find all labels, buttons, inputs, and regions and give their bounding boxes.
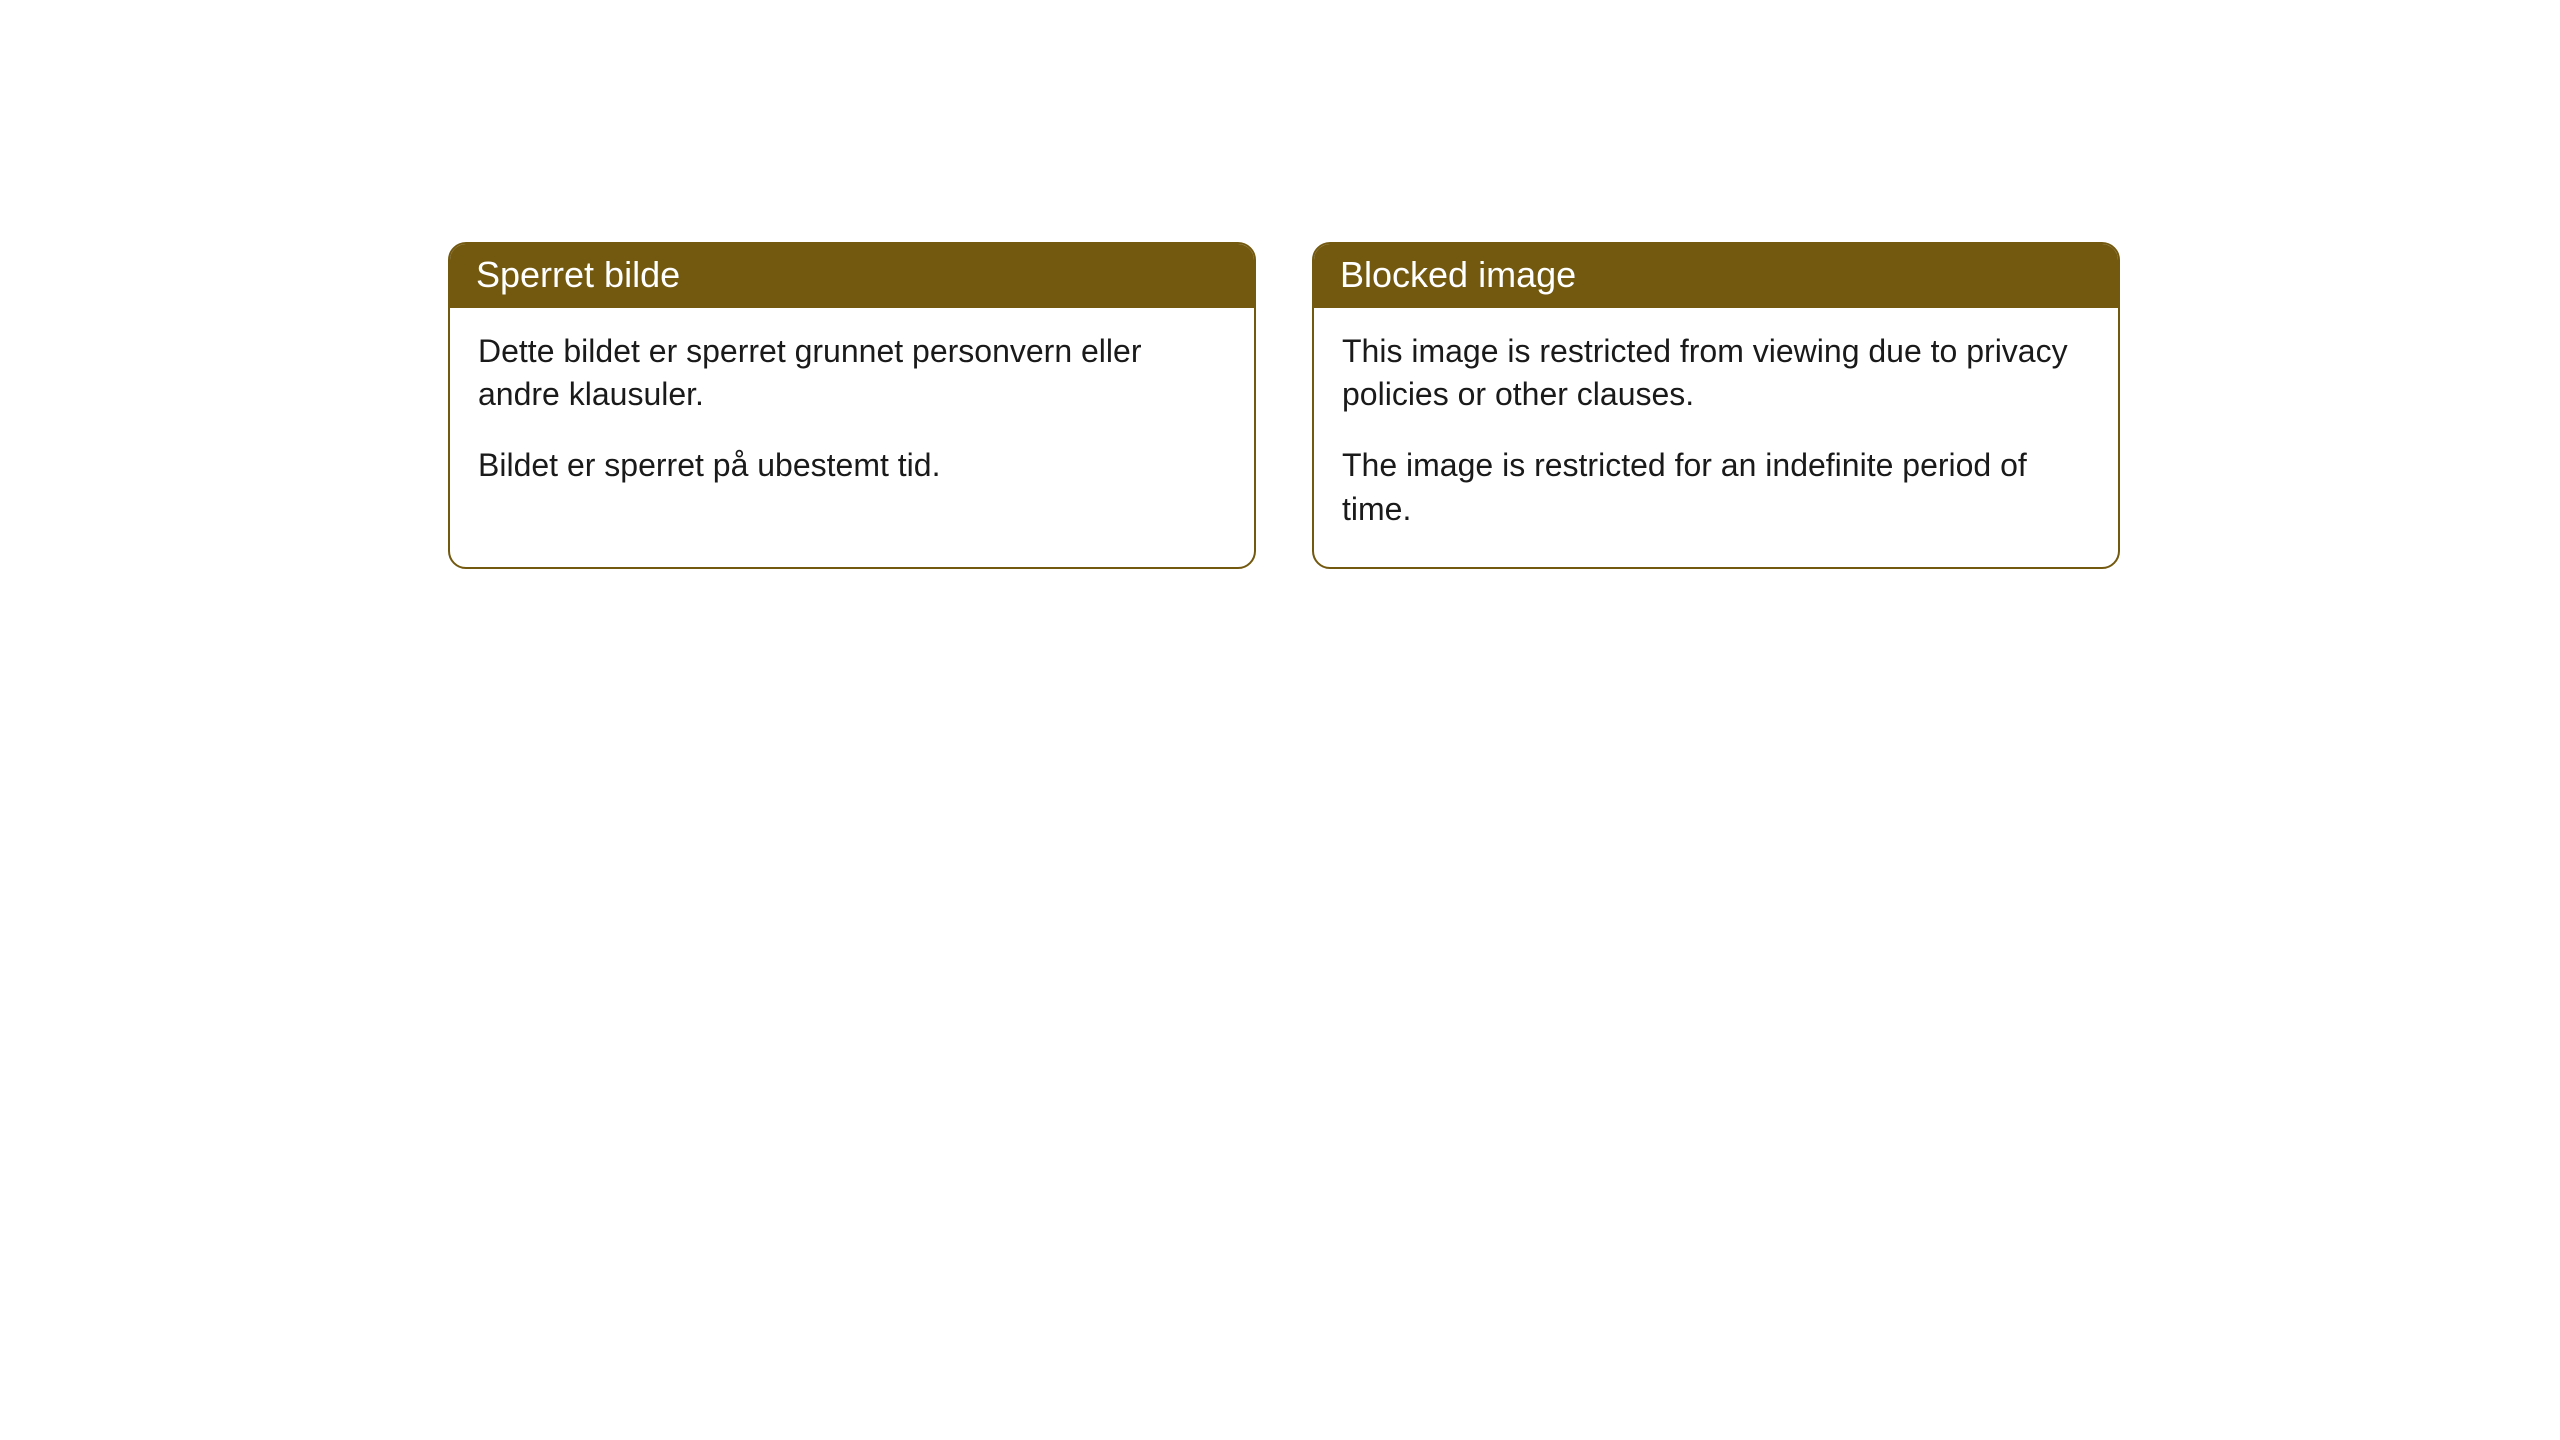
- notice-body: This image is restricted from viewing du…: [1314, 308, 2118, 567]
- notice-body: Dette bildet er sperret grunnet personve…: [450, 308, 1254, 524]
- notice-paragraph-1: This image is restricted from viewing du…: [1342, 330, 2090, 416]
- notice-title: Blocked image: [1340, 254, 1576, 295]
- notice-container: Sperret bilde Dette bildet er sperret gr…: [448, 242, 2120, 569]
- notice-header: Sperret bilde: [450, 244, 1254, 308]
- notice-card-english: Blocked image This image is restricted f…: [1312, 242, 2120, 569]
- notice-title: Sperret bilde: [476, 254, 680, 295]
- notice-paragraph-2: The image is restricted for an indefinit…: [1342, 444, 2090, 530]
- notice-card-norwegian: Sperret bilde Dette bildet er sperret gr…: [448, 242, 1256, 569]
- notice-paragraph-1: Dette bildet er sperret grunnet personve…: [478, 330, 1226, 416]
- notice-header: Blocked image: [1314, 244, 2118, 308]
- notice-paragraph-2: Bildet er sperret på ubestemt tid.: [478, 444, 1226, 487]
